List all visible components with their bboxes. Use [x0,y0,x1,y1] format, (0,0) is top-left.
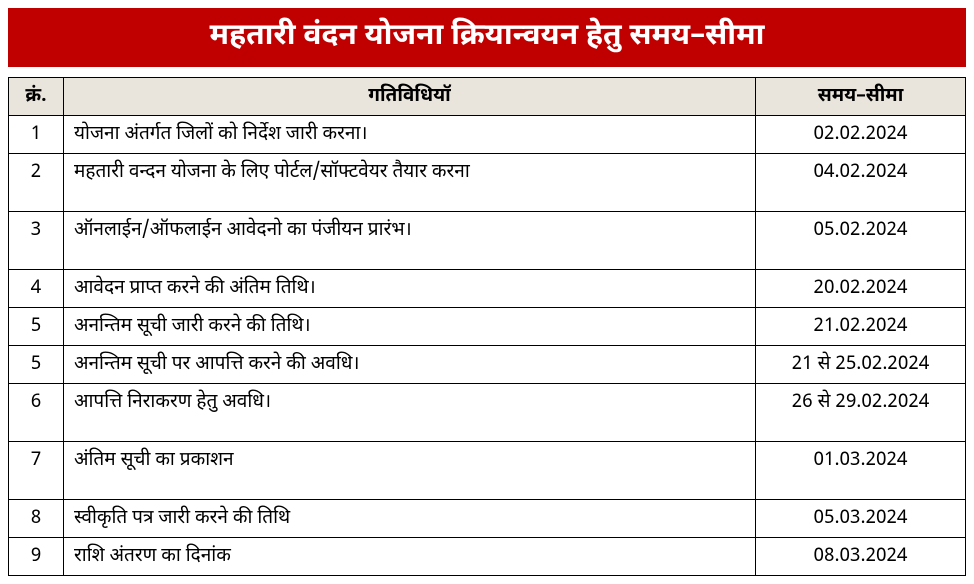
header-sn: क्रं. [9,78,64,116]
cell-deadline: 21.02.2024 [756,308,966,346]
cell-deadline: 05.02.2024 [756,212,966,270]
cell-activity: ऑनलाईन/ऑफलाईन आवेदनो का पंजीयन प्रारंभ। [64,212,756,270]
cell-sn: 1 [9,116,64,154]
cell-activity: अंतिम सूची का प्रकाशन [64,442,756,500]
cell-deadline: 20.02.2024 [756,270,966,308]
table-row: 2महतारी वन्दन योजना के लिए पोर्टल/सॉफ्टव… [9,154,966,212]
table-header-row: क्रं. गतिविधियॉ समय–सीमा [9,78,966,116]
table-row: 3ऑनलाईन/ऑफलाईन आवेदनो का पंजीयन प्रारंभ।… [9,212,966,270]
table-row: 7अंतिम सूची का प्रकाशन01.03.2024 [9,442,966,500]
cell-sn: 8 [9,500,64,538]
cell-sn: 5 [9,308,64,346]
timeline-table: क्रं. गतिविधियॉ समय–सीमा 1योजना अंतर्गत … [8,77,966,576]
cell-activity: महतारी वन्दन योजना के लिए पोर्टल/सॉफ्टवे… [64,154,756,212]
cell-deadline: 04.02.2024 [756,154,966,212]
cell-deadline: 02.02.2024 [756,116,966,154]
page-title: महतारी वंदन योजना क्रियान्वयन हेतु समय–स… [8,8,966,67]
cell-activity: योजना अंतर्गत जिलों को निर्देश जारी करना… [64,116,756,154]
cell-activity: राशि अंतरण का दिनांक [64,538,756,576]
table-row: 9राशि अंतरण का दिनांक08.03.2024 [9,538,966,576]
cell-activity: अनन्तिम सूची पर आपत्ति करने की अवधि। [64,346,756,384]
table-row: 5अनन्तिम सूची जारी करने की तिथि।21.02.20… [9,308,966,346]
cell-deadline: 05.03.2024 [756,500,966,538]
cell-activity: अनन्तिम सूची जारी करने की तिथि। [64,308,756,346]
cell-deadline: 21 से 25.02.2024 [756,346,966,384]
cell-sn: 4 [9,270,64,308]
table-row: 4आवेदन प्राप्त करने की अंतिम तिथि।20.02.… [9,270,966,308]
cell-sn: 7 [9,442,64,500]
header-activity: गतिविधियॉ [64,78,756,116]
table-row: 6आपत्ति निराकरण हेतु अवधि।26 से 29.02.20… [9,384,966,442]
table-row: 5अनन्तिम सूची पर आपत्ति करने की अवधि।21 … [9,346,966,384]
table-row: 8स्वीकृति पत्र जारी करने की तिथि05.03.20… [9,500,966,538]
cell-activity: स्वीकृति पत्र जारी करने की तिथि [64,500,756,538]
cell-sn: 5 [9,346,64,384]
cell-sn: 6 [9,384,64,442]
cell-activity: आवेदन प्राप्त करने की अंतिम तिथि। [64,270,756,308]
cell-sn: 9 [9,538,64,576]
header-deadline: समय–सीमा [756,78,966,116]
cell-deadline: 26 से 29.02.2024 [756,384,966,442]
cell-sn: 3 [9,212,64,270]
cell-deadline: 08.03.2024 [756,538,966,576]
cell-deadline: 01.03.2024 [756,442,966,500]
cell-activity: आपत्ति निराकरण हेतु अवधि। [64,384,756,442]
cell-sn: 2 [9,154,64,212]
table-row: 1योजना अंतर्गत जिलों को निर्देश जारी करन… [9,116,966,154]
